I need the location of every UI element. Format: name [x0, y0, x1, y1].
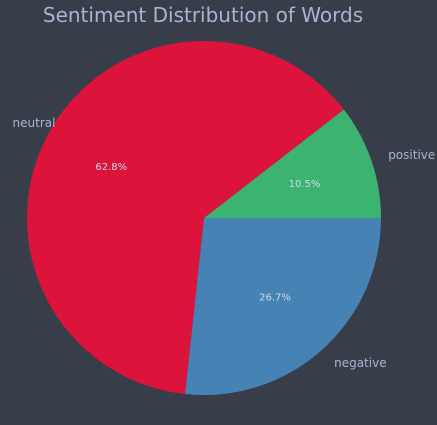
category-label-neutral: neutral: [13, 116, 56, 130]
pie-slice-neutral: [26, 40, 344, 394]
category-label-positive: positive: [388, 148, 435, 162]
pct-label-negative: 26.7%: [259, 293, 291, 304]
pie-slice-positive: [204, 109, 381, 218]
category-label-negative: negative: [334, 356, 386, 370]
pie-labels: 10.5% positive 62.8% neutral 26.7% negative: [13, 116, 436, 370]
pie-slices: [26, 40, 381, 395]
pct-label-positive: 10.5%: [289, 179, 321, 190]
pie-slice-negative: [185, 218, 381, 395]
pct-label-neutral: 62.8%: [95, 162, 127, 173]
chart-title: Sentiment Distribution of Words: [43, 3, 363, 27]
